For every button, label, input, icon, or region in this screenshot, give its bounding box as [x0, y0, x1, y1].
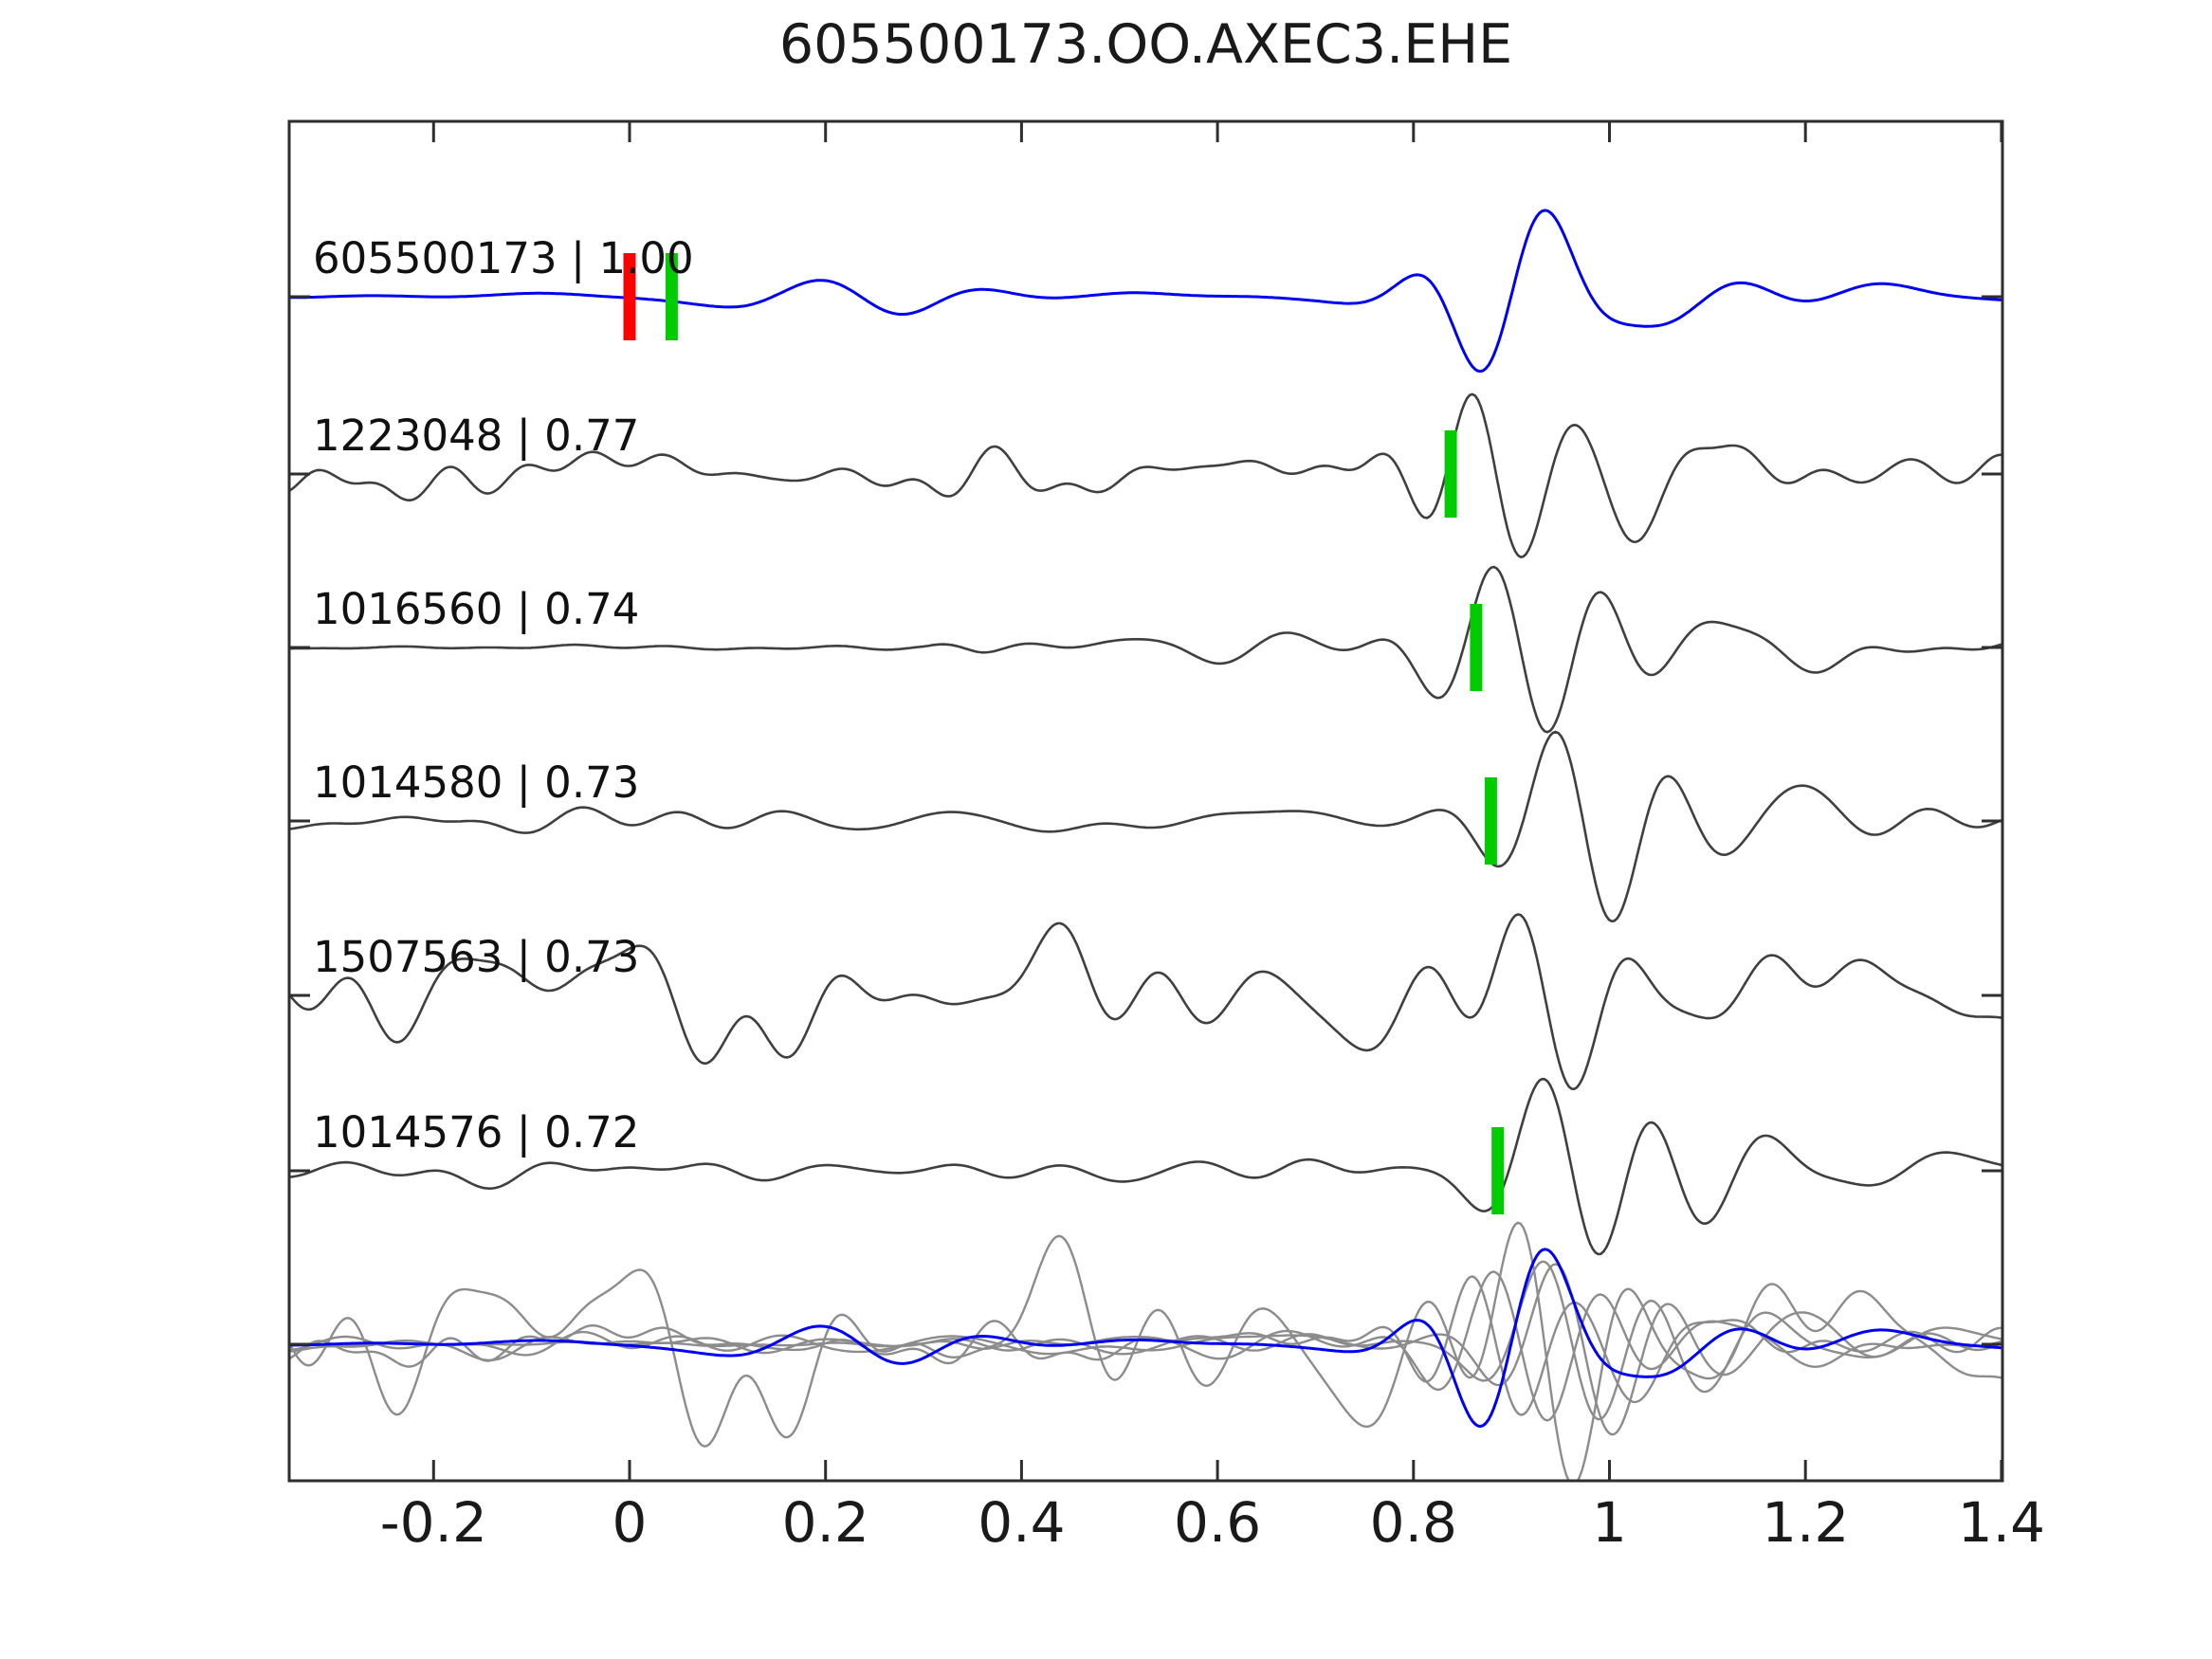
trace-label-605500173: 605500173 | 1.00	[313, 233, 694, 283]
trace-label-1507563: 1507563 | 0.73	[313, 932, 639, 982]
pick-marker-green-605500173	[665, 253, 678, 340]
overlay-trace-1223048	[289, 1275, 2002, 1416]
pick-marker-green-1014576	[1491, 1127, 1505, 1214]
chart-title: 605500173.OO.AXEC3.EHE	[778, 13, 1513, 76]
axis-ticks	[289, 121, 2003, 1481]
pick-marker-green-1014580	[1484, 777, 1497, 865]
x-tick-label: 1.4	[1958, 1490, 2045, 1555]
trace-1014580	[289, 730, 2002, 923]
trace-1507563	[289, 913, 2002, 1091]
x-tick-label: -0.2	[380, 1490, 487, 1555]
trace-1223048	[289, 392, 2002, 558]
x-tick-label: 0.4	[978, 1490, 1065, 1555]
axes-box	[287, 119, 2004, 1483]
trace-label-1223048: 1223048 | 0.77	[313, 410, 639, 461]
trace-layer	[289, 209, 2002, 1481]
trace-label-1014580: 1014580 | 0.73	[313, 757, 639, 808]
x-tick-label: 1.2	[1762, 1490, 1849, 1555]
pick-marker-red-605500173	[623, 253, 636, 340]
x-tick-label: 0.2	[782, 1490, 869, 1555]
overlay-trace-1016560	[289, 1270, 2002, 1422]
pick-marker-green-1016560	[1470, 604, 1483, 691]
trace-label-1016560: 1016560 | 0.74	[313, 584, 639, 634]
pick-marker-green-1223048	[1444, 430, 1457, 518]
overlay-trace-605500173	[289, 1248, 2002, 1429]
trace-1016560	[289, 565, 2002, 734]
overlay-trace-1507563	[289, 1221, 2002, 1481]
x-tick-label: 1	[1592, 1490, 1627, 1555]
x-tick-label: 0	[612, 1490, 648, 1555]
x-tick-label: 0.6	[1174, 1490, 1261, 1555]
trace-1014576	[289, 1077, 2002, 1256]
trace-label-1014576: 1014576 | 0.72	[313, 1107, 639, 1158]
x-tick-label: 0.8	[1370, 1490, 1457, 1555]
trace-605500173	[289, 209, 2002, 374]
